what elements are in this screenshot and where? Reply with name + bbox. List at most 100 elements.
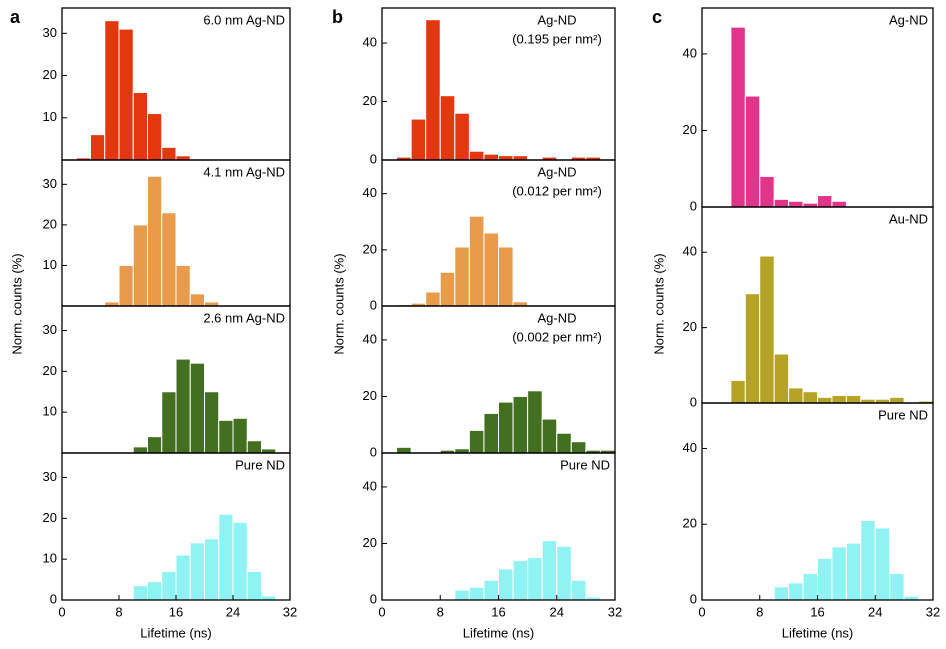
bar (788, 582, 804, 601)
y-tick-label: 20 (363, 388, 377, 403)
x-tick-label: 0 (378, 604, 385, 619)
bar (132, 91, 148, 161)
y-tick-label: 30 (43, 25, 57, 40)
x-tick-label: 8 (115, 604, 122, 619)
y-tick-label: 40 (363, 185, 377, 200)
bar (556, 545, 572, 601)
bar (246, 570, 262, 601)
bar (454, 246, 470, 307)
x-tick-label: 24 (550, 604, 564, 619)
y-tick-label: 20 (43, 363, 57, 378)
y-tick-label: 0 (370, 297, 377, 312)
y-tick-label: 0 (50, 591, 57, 606)
x-tick-label: 32 (283, 604, 297, 619)
bar (468, 215, 485, 307)
bar (439, 95, 456, 161)
bar (468, 429, 485, 454)
bar (759, 175, 775, 208)
x-axis-label: Lifetime (ns) (140, 625, 212, 640)
y-tick-label: 0 (370, 444, 377, 459)
bar (889, 396, 905, 404)
bar (410, 118, 427, 161)
y-axis-label: Norm. counts (%) (651, 253, 666, 354)
bar (512, 559, 529, 601)
bar (570, 441, 587, 454)
y-tick-label: 40 (363, 35, 377, 50)
y-tick-label: 40 (363, 478, 377, 493)
bar (817, 195, 833, 208)
x-axis-label: Lifetime (ns) (782, 625, 854, 640)
y-tick-label: 20 (683, 319, 697, 334)
bar (104, 20, 120, 161)
panel-letter: b (332, 7, 343, 27)
annotation: Pure ND (878, 407, 928, 422)
bar (759, 255, 775, 404)
bar (246, 440, 262, 454)
bar (773, 353, 790, 404)
bar (817, 396, 833, 404)
bar (498, 155, 514, 161)
y-tick-label: 20 (683, 122, 697, 137)
bar (161, 391, 177, 454)
bar (175, 358, 191, 454)
y-tick-label: 0 (370, 591, 377, 606)
bar (860, 519, 876, 601)
annotation: (0.012 per nm²) (512, 183, 602, 198)
x-tick-label: 0 (58, 604, 65, 619)
y-tick-label: 30 (43, 176, 57, 191)
x-tick-label: 32 (926, 604, 940, 619)
y-tick-label: 0 (690, 394, 697, 409)
y-tick-label: 40 (683, 45, 697, 60)
bar (232, 521, 248, 601)
bar (218, 419, 234, 454)
annotation: Ag-ND (537, 310, 576, 325)
y-tick-label: 0 (370, 151, 377, 166)
y-tick-label: 0 (690, 198, 697, 213)
y-tick-label: 20 (43, 67, 57, 82)
bar (874, 527, 891, 601)
bar (802, 391, 818, 404)
x-tick-label: 8 (437, 604, 444, 619)
bar (498, 401, 514, 454)
bar (512, 155, 529, 161)
y-axis-label: Norm. counts (%) (331, 253, 346, 354)
bar (454, 112, 470, 161)
bar (498, 246, 514, 307)
bar (161, 570, 177, 601)
bar (439, 271, 456, 307)
bar (425, 291, 441, 307)
y-tick-label: 0 (690, 591, 697, 606)
bar (175, 554, 191, 601)
bar (788, 200, 804, 208)
bar (483, 579, 499, 601)
y-tick-label: 20 (363, 93, 377, 108)
bar (889, 572, 905, 601)
bar (132, 446, 148, 454)
bar (483, 232, 499, 307)
bar (817, 557, 833, 601)
bar (845, 542, 862, 601)
x-tick-label: 16 (169, 604, 183, 619)
bar (556, 432, 572, 454)
bar (845, 394, 862, 404)
panel-letter: a (10, 7, 21, 27)
bar (218, 513, 234, 601)
bar (204, 391, 220, 454)
bar (204, 538, 220, 601)
bar (730, 379, 746, 404)
annotation: 4.1 nm Ag-ND (203, 164, 285, 179)
bar (483, 153, 499, 161)
x-tick-label: 24 (868, 604, 882, 619)
bar (527, 557, 543, 601)
annotation: Ag-ND (889, 12, 928, 27)
bar (232, 417, 248, 454)
bar (541, 540, 558, 601)
bar (468, 586, 485, 601)
x-tick-label: 32 (608, 604, 622, 619)
y-tick-label: 40 (363, 331, 377, 346)
bar (147, 436, 163, 454)
bar (132, 585, 148, 601)
x-tick-label: 0 (698, 604, 705, 619)
annotation: Pure ND (235, 457, 285, 472)
